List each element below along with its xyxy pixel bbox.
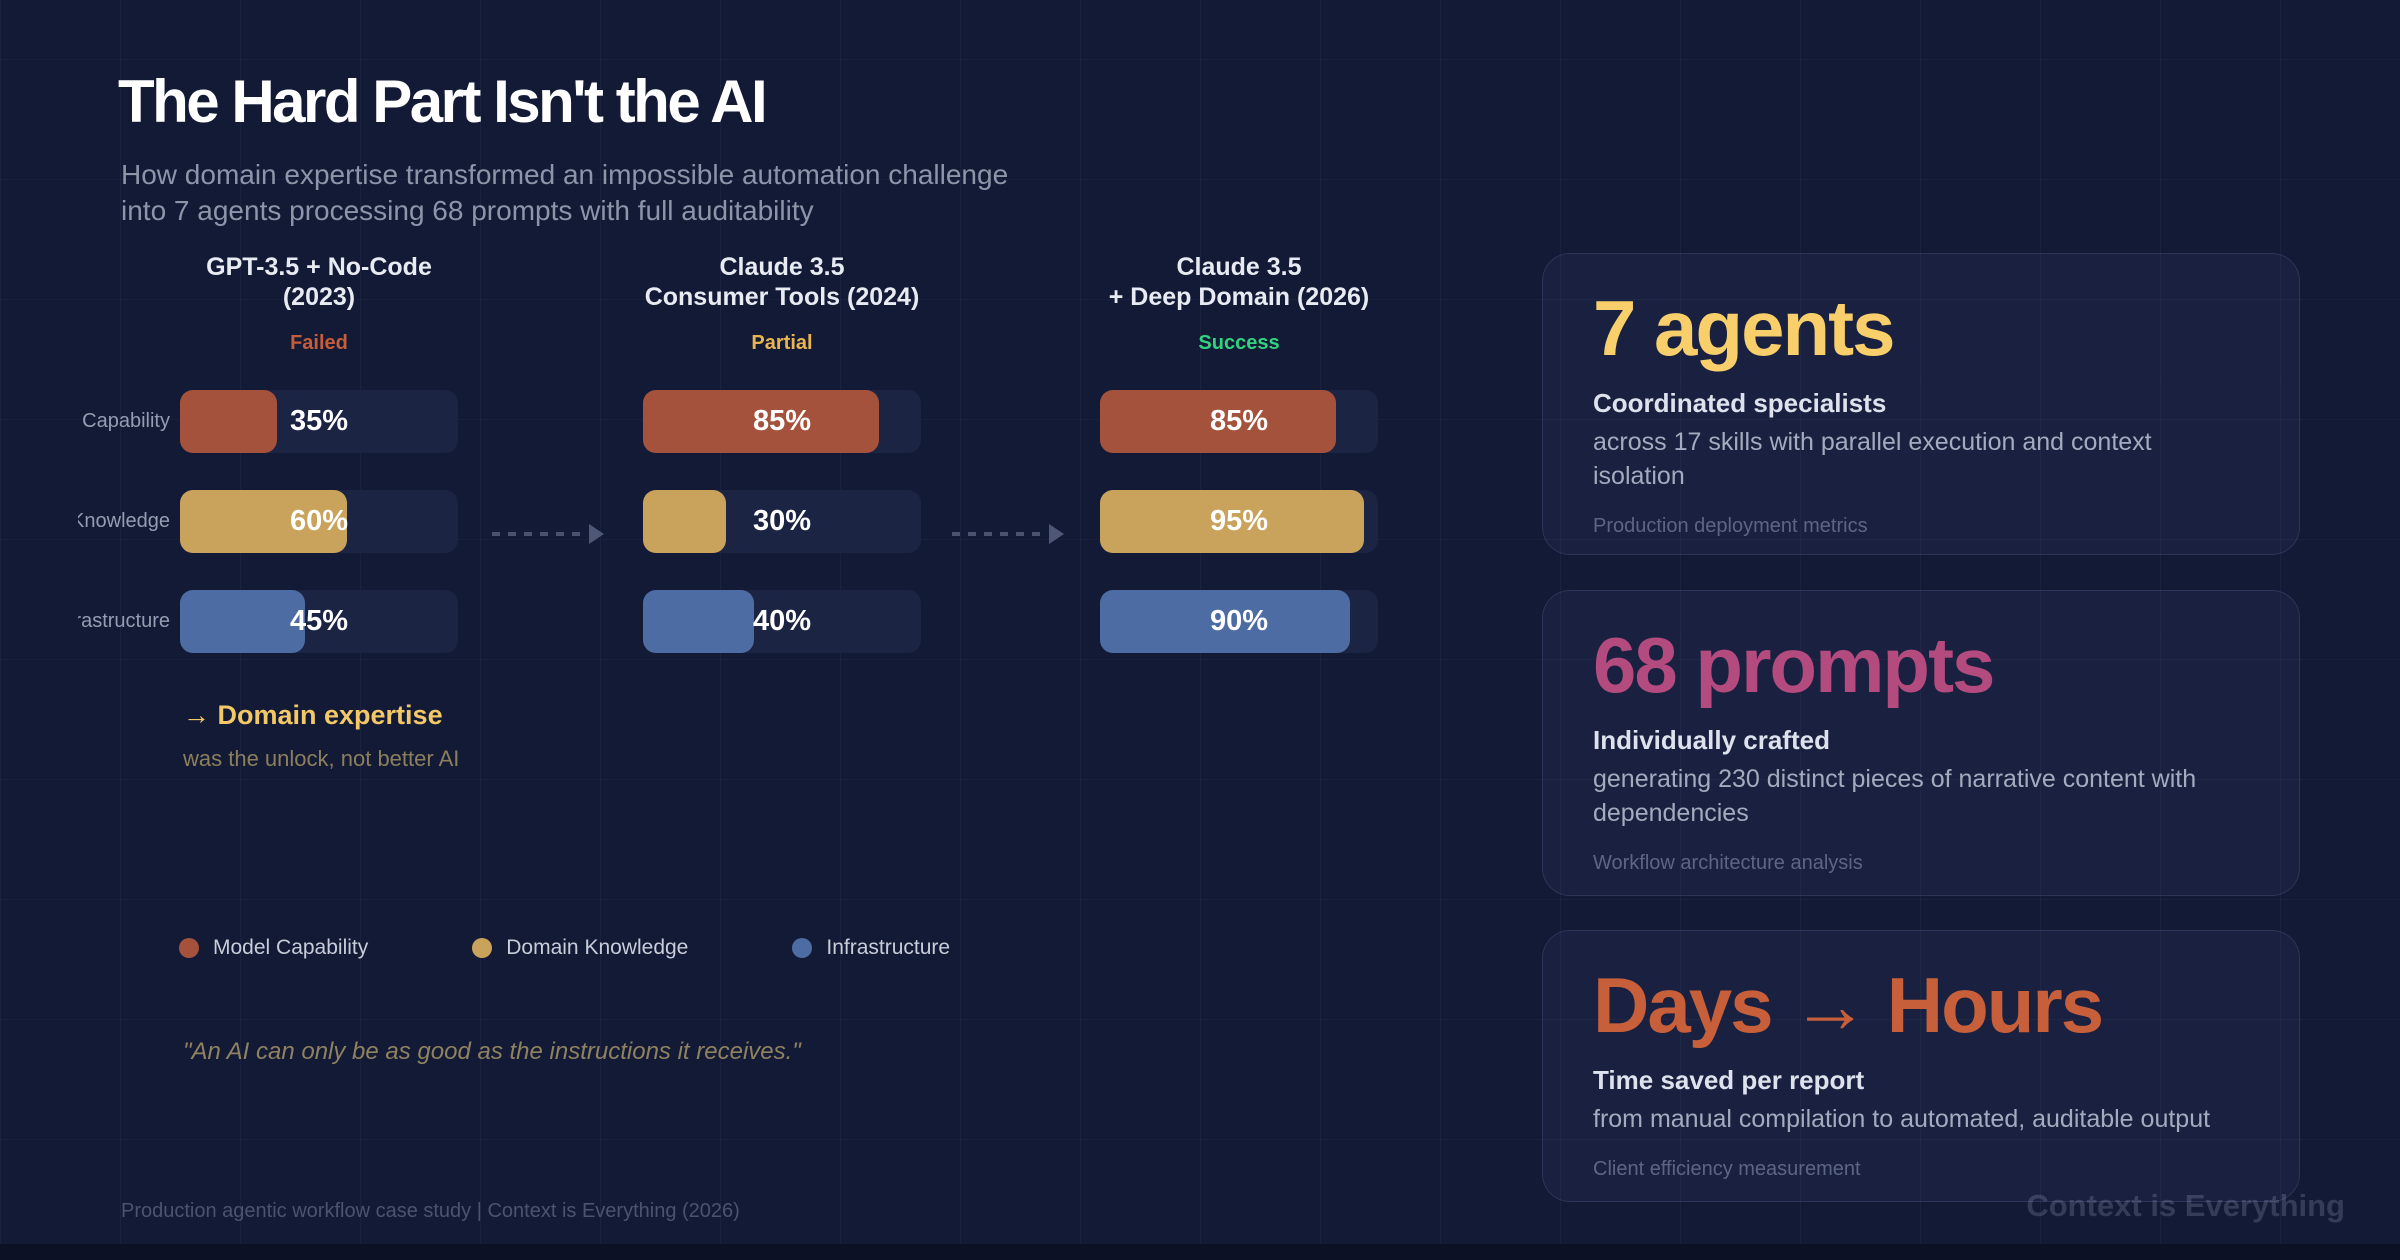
stat-body: from manual compilation to automated, au… (1593, 1105, 2211, 1134)
annotation-subtext: was the unlock, not better AI (183, 746, 460, 771)
legend-item: Infrastructure (792, 936, 950, 960)
bar-value-label: 60% (289, 505, 349, 537)
page-subtitle: How domain expertise transformed an impo… (121, 159, 1009, 226)
legend-swatch-icon (472, 938, 493, 958)
row-label-text: Domain Knowledge (78, 510, 170, 532)
row-label-text: Model Capability (78, 410, 170, 432)
column-title-line2: (2023) (282, 283, 356, 311)
bar-track: 60% (180, 490, 458, 553)
column-title-line1: Claude 3.5 (1176, 253, 1302, 281)
chart-legend: Model Capability Domain Knowledge Infrastr… (179, 936, 950, 960)
bar-value-label: 40% (752, 605, 812, 637)
quote-text: "An AI can only be as good as the instru… (183, 1038, 801, 1065)
legend-label: Domain Knowledge (506, 936, 689, 959)
bar-value-label: 45% (289, 605, 349, 637)
bar-fill (180, 490, 347, 553)
bar-fill (1100, 490, 1364, 553)
bar-fill (643, 390, 879, 453)
bar-value-label: 35% (289, 405, 349, 437)
bar-track: 85% (643, 390, 921, 453)
legend-swatch-icon (792, 938, 813, 958)
stat-subhead: Individually crafted (1593, 725, 1830, 756)
chart-annotation: → Domain expertise was the unlock, not b… (183, 700, 459, 772)
row-label-text: Infrastructure (78, 610, 170, 632)
bar-value-label: 90% (1209, 605, 1269, 637)
bar-fill (643, 590, 754, 653)
row-label: Model Capability (78, 390, 170, 453)
stat-footnote: Workflow architecture analysis (1593, 852, 1863, 875)
bar-fill (180, 390, 277, 453)
bar-track: 90% (1100, 590, 1378, 653)
row-label: Infrastructure (78, 590, 170, 653)
stat-headline: Days → Hours (1593, 961, 2104, 1049)
bar-track: 95% (1100, 490, 1378, 553)
bar-track: 85% (1100, 390, 1378, 453)
stat-card-time-saved: Days → Hours Time saved per report from … (1542, 930, 2300, 1202)
legend-swatch-icon (179, 938, 199, 958)
flow-arrow-icon (952, 524, 1064, 544)
stat-headline: 7 agents (1593, 284, 1895, 372)
column-title-line1: GPT-3.5 + No-Code (206, 253, 432, 281)
bar-value-label: 95% (1209, 505, 1269, 537)
bar-fill (643, 490, 726, 553)
stat-card-agents: 7 agents Coordinated specialists across … (1542, 253, 2300, 555)
bar-value-label: 30% (752, 505, 812, 537)
footer-text: Production agentic workflow case study |… (121, 1200, 740, 1222)
legend-item: Domain Knowledge (472, 936, 688, 960)
legend-label: Model Capability (213, 936, 369, 959)
bar-fill (1100, 590, 1350, 653)
stat-body: generating 230 distinct pieces of narrat… (1593, 765, 2197, 828)
stat-headline: 68 prompts (1593, 621, 1995, 709)
row-label: Domain Knowledge (78, 490, 170, 553)
bar-track: 40% (643, 590, 921, 653)
column-header: GPT-3.5 + No-Code (2023) Failed (139, 252, 499, 355)
bar-fill (1100, 390, 1336, 453)
stat-footnote: Client efficiency measurement (1593, 1158, 1861, 1181)
annotation-headline: → Domain expertise (183, 700, 443, 730)
bar-fill (180, 590, 305, 653)
bar-track: 35% (180, 390, 458, 453)
legend-label: Infrastructure (826, 936, 951, 959)
bar-value-label: 85% (752, 405, 812, 437)
column-header: Claude 3.5 + Deep Domain (2026) Success (1059, 252, 1419, 355)
column-title-line2: Consumer Tools (2024) (644, 283, 920, 311)
page-title: The Hard Part Isn't the AI (118, 68, 768, 135)
stat-body: across 17 skills with parallel execution… (1593, 428, 2152, 491)
column-status-label: Success (1198, 332, 1280, 354)
column-status-label: Partial (751, 332, 813, 354)
bar-track: 45% (180, 590, 458, 653)
bottom-edge-band (0, 1244, 2400, 1260)
legend-item: Model Capability (179, 936, 368, 960)
bar-track: 30% (643, 490, 921, 553)
flow-arrow-icon (492, 524, 604, 544)
brand-watermark: Context is Everything (2026, 1188, 2345, 1223)
stat-subhead: Coordinated specialists (1593, 388, 1887, 419)
column-title-line2: + Deep Domain (2026) (1108, 283, 1370, 311)
stat-footnote: Production deployment metrics (1593, 515, 1868, 538)
bar-value-label: 85% (1209, 405, 1269, 437)
stat-subhead: Time saved per report (1593, 1065, 1865, 1096)
column-status-label: Failed (290, 332, 348, 354)
column-header: Claude 3.5 Consumer Tools (2024) Partial (602, 252, 962, 355)
stat-card-prompts: 68 prompts Individually crafted generati… (1542, 590, 2300, 896)
column-title-line1: Claude 3.5 (719, 253, 845, 281)
